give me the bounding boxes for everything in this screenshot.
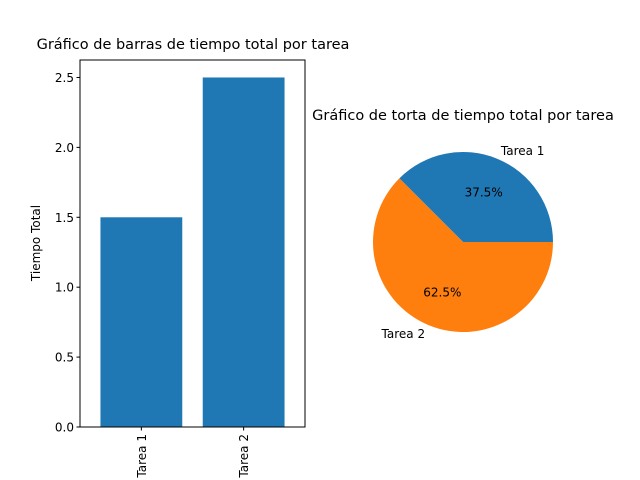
bar-chart-title: Gráfico de barras de tiempo total por ta…	[37, 37, 350, 53]
x-axis-ticks: Tarea 1 Tarea 2	[135, 427, 251, 479]
pie-percent-label: 62.5%	[423, 285, 461, 299]
pie-slice-label: Tarea 2	[381, 327, 426, 341]
bar-2	[202, 77, 285, 427]
y-tick-label: 1.5	[55, 211, 74, 225]
pie-slice-2	[372, 178, 553, 332]
y-axis-ticks: 0.0 0.5 1.0 1.5 2.0 2.5	[55, 71, 80, 435]
pie-layer: Tarea 1 37.5% Tarea 2 62.5%	[372, 144, 553, 341]
pie-chart: Gráfico de torta de tiempo total por tar…	[312, 108, 614, 341]
bar-1	[100, 217, 183, 427]
pie-slice-1	[399, 152, 553, 242]
x-tick-label: Tarea 1	[135, 434, 149, 479]
bar-chart-ylabel: Tiempo Total	[29, 205, 43, 282]
y-tick-label: 0.0	[55, 421, 74, 435]
y-tick-label: 2.5	[55, 71, 74, 85]
y-tick-label: 2.0	[55, 141, 74, 155]
x-tick-label: Tarea 2	[237, 434, 251, 479]
pie-slice-label: Tarea 1	[500, 144, 545, 158]
bar-chart: Gráfico de barras de tiempo total por ta…	[29, 37, 349, 479]
bar-plot-frame	[79, 59, 306, 428]
pie-percent-label: 37.5%	[465, 186, 503, 200]
y-tick-label: 1.0	[55, 281, 74, 295]
y-tick-label: 0.5	[55, 351, 74, 365]
bar-layer	[100, 77, 285, 427]
pie-chart-title: Gráfico de torta de tiempo total por tar…	[312, 108, 614, 124]
